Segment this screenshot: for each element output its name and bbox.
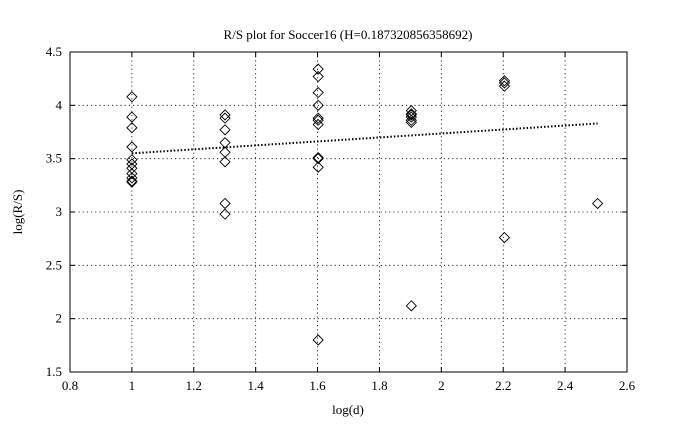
x-tick-label: 1.2 [186,378,202,393]
y-tick-label: 3.5 [46,151,62,166]
data-point-diamond [405,114,417,126]
data-point-diamond [312,63,324,75]
data-point-diamond [405,111,417,123]
data-point-diamond [498,75,511,87]
data-point-diamond [405,300,417,312]
x-tick-label: 1.6 [309,378,326,393]
data-point-diamond [312,118,324,131]
x-tick-label: 1.4 [248,378,265,393]
data-point-diamond [312,99,324,111]
chart-title: R/S plot for Soccer16 (H=0.1873208563586… [224,27,473,42]
data-point-diamond [312,112,324,124]
data-point-diamond [126,172,138,184]
data-point-diamond [219,109,231,121]
x-tick-label: 1.8 [371,378,387,393]
y-tick-labels: 1.5 2 2.5 3 3.5 4 4.5 [46,44,63,379]
y-tick-label: 2 [56,311,63,326]
grid-lines [70,52,627,372]
y-tick-label: 3 [56,204,63,219]
data-point-diamond [126,111,138,123]
data-point-diamond [591,197,604,210]
data-point-diamond [126,141,138,153]
data-point-diamond [498,80,511,92]
tick-marks [69,51,628,373]
y-axis-label: log(R/S) [10,190,25,235]
data-point-diamond [312,153,324,165]
data-point-diamond [219,197,231,210]
data-point-diamond [498,231,511,244]
data-point-diamond [312,334,324,346]
data-point-diamond [219,124,231,136]
x-tick-label: 2 [438,378,445,393]
x-axis-label: log(d) [332,402,364,417]
data-point-diamond [498,77,511,89]
data-point-diamond [126,176,138,188]
fit-line [131,122,598,155]
data-point-diamond [219,208,231,220]
data-markers [126,63,604,346]
x-tick-label: 2.2 [495,378,511,393]
data-point-diamond [126,175,138,187]
y-tick-label: 1.5 [46,364,62,379]
y-tick-label: 4.5 [46,44,62,59]
data-point-diamond [126,167,138,180]
data-point-diamond [126,91,138,103]
data-point-diamond [405,109,417,121]
y-tick-label: 2.5 [46,257,62,272]
data-point-diamond [312,70,324,83]
x-tick-label: 1 [129,378,136,393]
x-tick-label: 0.8 [62,378,78,393]
data-point-diamond [219,156,231,168]
data-point-diamond [126,122,138,134]
data-point-diamond [405,108,417,120]
data-point-diamond [312,114,324,126]
data-point-diamond [312,86,324,99]
data-point-diamond [126,154,138,166]
data-point-diamond [219,112,231,124]
fit-line-group [131,122,598,155]
y-tick-label: 4 [56,97,63,112]
data-point-diamond [312,161,324,173]
x-tick-label: 2.4 [557,378,574,393]
x-tick-labels: 0.8 1 1.2 1.4 1.6 1.8 2 2.2 2.4 2.6 [62,378,636,393]
x-tick-label: 2.6 [619,378,636,393]
data-point-diamond [405,116,417,129]
